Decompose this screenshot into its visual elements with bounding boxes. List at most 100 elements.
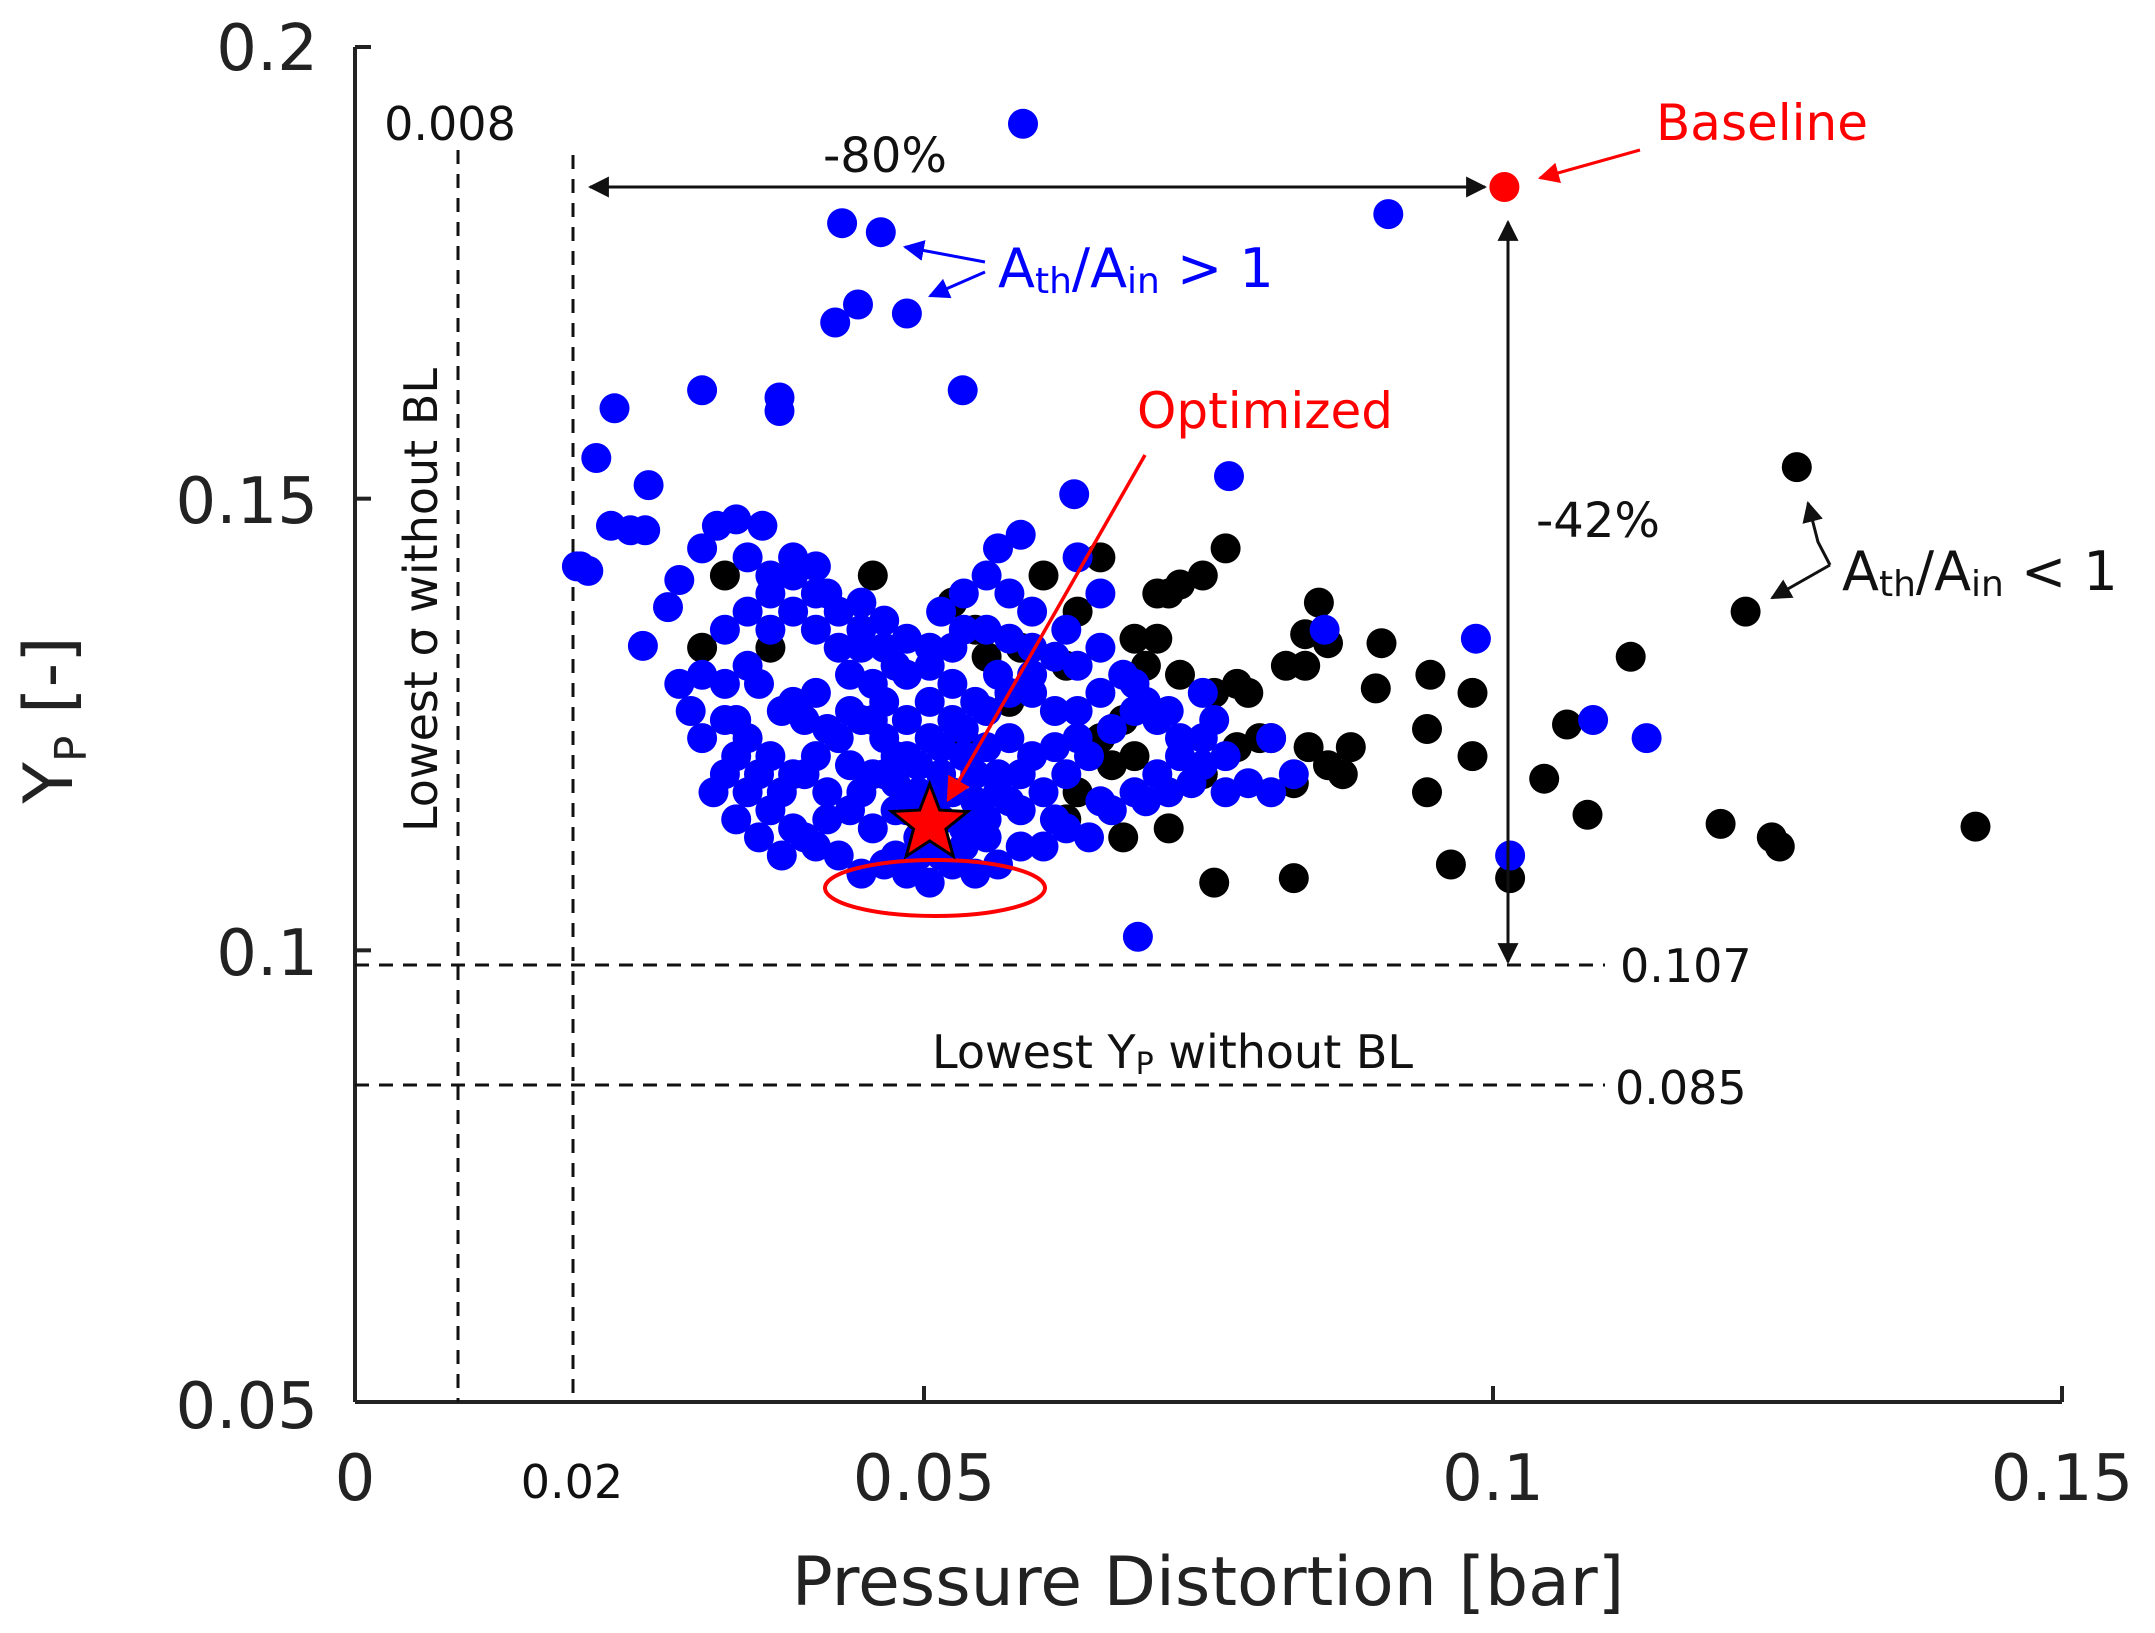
- ath-lt-arrow-2: [1770, 563, 1831, 600]
- data-point-ath-lt-1: [687, 632, 718, 663]
- data-point-ath-gt-1: [1062, 696, 1093, 726]
- data-point-ath-gt-1: [1122, 921, 1153, 952]
- data-point-ath-gt-1: [865, 217, 896, 248]
- data-point-ath-gt-1: [983, 759, 1013, 790]
- data-point-ath-gt-1: [1631, 723, 1662, 754]
- ath-lt-th: th: [1879, 564, 1916, 605]
- data-point-ath-gt-1: [1176, 768, 1207, 799]
- data-point-ath-lt-1: [1457, 677, 1488, 708]
- data-point-ath-lt-1: [1028, 560, 1059, 591]
- y-axis-title-main: Y: [10, 762, 89, 805]
- data-point-ath-gt-1: [1074, 822, 1104, 853]
- data-point-ath-gt-1: [835, 659, 865, 690]
- data-point-ath-gt-1: [747, 510, 778, 541]
- baseline-label: Baseline: [1656, 94, 1868, 152]
- x-tick-label: 0.1: [1442, 1442, 1544, 1516]
- data-point-ath-lt-1: [1313, 750, 1343, 781]
- data-point-ath-lt-1: [1165, 659, 1195, 690]
- data-point-ath-lt-1: [1435, 849, 1466, 880]
- data-point-ath-gt-1: [835, 696, 865, 726]
- data-point-ath-gt-1: [687, 659, 718, 690]
- ath-lt-a: A: [1842, 540, 1879, 603]
- y-tick-label: 0.2: [216, 12, 318, 86]
- data-point-ath-gt-1: [891, 298, 922, 329]
- data-point-ath-gt-1: [891, 659, 922, 690]
- data-point-ath-gt-1: [914, 632, 945, 663]
- data-point-ath-gt-1: [732, 542, 763, 573]
- data-point-ath-gt-1: [1578, 705, 1609, 735]
- data-point-ath-gt-1: [721, 504, 752, 535]
- data-point-ath-lt-1: [1153, 813, 1184, 844]
- y-tick-labels: 0.2 0.15 0.1 0.05: [176, 12, 319, 1444]
- data-point-ath-gt-1: [1017, 659, 1048, 690]
- ath-lt-in: in: [1971, 564, 2004, 605]
- data-point-ath-gt-1: [675, 696, 706, 726]
- data-point-ath-lt-1: [1085, 542, 1116, 573]
- data-point-ath-gt-1: [947, 375, 978, 406]
- data-point-ath-gt-1: [1085, 677, 1116, 708]
- ref-label-0085: 0.085: [1615, 1061, 1747, 1115]
- y-axis-title-unit: [-]: [10, 636, 89, 714]
- data-point-ath-lt-1: [1572, 799, 1603, 830]
- data-point-ath-gt-1: [823, 596, 854, 627]
- data-point-ath-gt-1: [709, 668, 740, 699]
- data-point-ath-gt-1: [820, 307, 851, 338]
- data-point-ath-gt-1: [869, 632, 900, 663]
- data-point-ath-lt-1: [1096, 750, 1127, 781]
- data-point-ath-gt-1: [869, 605, 900, 636]
- data-point-ath-lt-1: [1412, 777, 1442, 808]
- tick-marks: [353, 45, 2064, 1404]
- data-point-ath-lt-1: [1222, 668, 1252, 699]
- reduction-label-vertical: -42%: [1536, 493, 1660, 549]
- data-point-ath-gt-1: [1256, 723, 1287, 754]
- data-point-ath-gt-1: [1005, 519, 1036, 550]
- data-point-ath-gt-1: [857, 705, 888, 735]
- data-point-ath-gt-1: [846, 614, 877, 645]
- data-point-ath-gt-1: [926, 596, 957, 627]
- ref-label-002: 0.02: [521, 1455, 623, 1509]
- data-point-ath-gt-1: [948, 741, 979, 772]
- data-point-ath-lt-1: [1187, 560, 1218, 591]
- data-point-ath-lt-1: [1270, 650, 1301, 681]
- data-point-ath-gt-1: [732, 650, 763, 681]
- data-point-ath-gt-1: [1210, 777, 1241, 808]
- data-point-ath-gt-1: [800, 614, 831, 645]
- data-point-ath-gt-1: [1187, 677, 1218, 708]
- x-tick-label: 0.05: [853, 1442, 996, 1516]
- data-point-ath-lt-1: [1210, 533, 1241, 564]
- lowest-yp-suffix: without BL: [1154, 1025, 1414, 1079]
- data-point-ath-gt-1: [948, 714, 979, 744]
- data-point-ath-lt-1: [1303, 587, 1334, 618]
- data-point-ath-gt-1: [971, 732, 1002, 763]
- ath-gt-th: th: [1035, 261, 1072, 302]
- data-point-ath-gt-1: [1051, 614, 1082, 645]
- baseline-arrow: [1537, 148, 1641, 184]
- data-point-ath-gt-1: [581, 443, 612, 473]
- data-point-ath-gt-1: [698, 777, 729, 808]
- x-tick-labels: 0 0.05 0.1 0.15: [335, 1442, 2134, 1516]
- lowest-sigma-label: Lowest σ without BL: [394, 368, 448, 832]
- data-point-ath-gt-1: [664, 668, 695, 699]
- optimized-arrow: [946, 454, 1147, 803]
- data-point-ath-lt-1: [709, 560, 740, 591]
- optimized-cluster-ellipse: [823, 858, 1047, 918]
- data-point-ath-gt-1: [914, 867, 945, 898]
- data-point-ath-gt-1: [687, 375, 718, 406]
- y-tick-label: 0.15: [176, 465, 319, 539]
- data-point-ath-gt-1: [800, 677, 831, 708]
- data-point-ath-gt-1: [812, 714, 843, 744]
- data-point-ath-gt-1: [1062, 650, 1093, 681]
- data-point-ath-lt-1: [1457, 741, 1488, 772]
- data-point-ath-gt-1: [857, 813, 888, 844]
- y-axis-title-space: [10, 714, 89, 736]
- data-point-ath-gt-1: [1039, 804, 1070, 835]
- data-point-ath-gt-1: [755, 614, 786, 645]
- optimized-label: Optimized: [1137, 382, 1393, 440]
- data-point-ath-gt-1: [960, 858, 991, 889]
- data-point-ath-gt-1: [732, 596, 763, 627]
- data-point-ath-gt-1: [709, 614, 740, 645]
- data-point-ath-lt-1: [1730, 596, 1761, 627]
- data-point-ath-gt-1: [846, 587, 877, 618]
- axes: [353, 45, 2064, 1404]
